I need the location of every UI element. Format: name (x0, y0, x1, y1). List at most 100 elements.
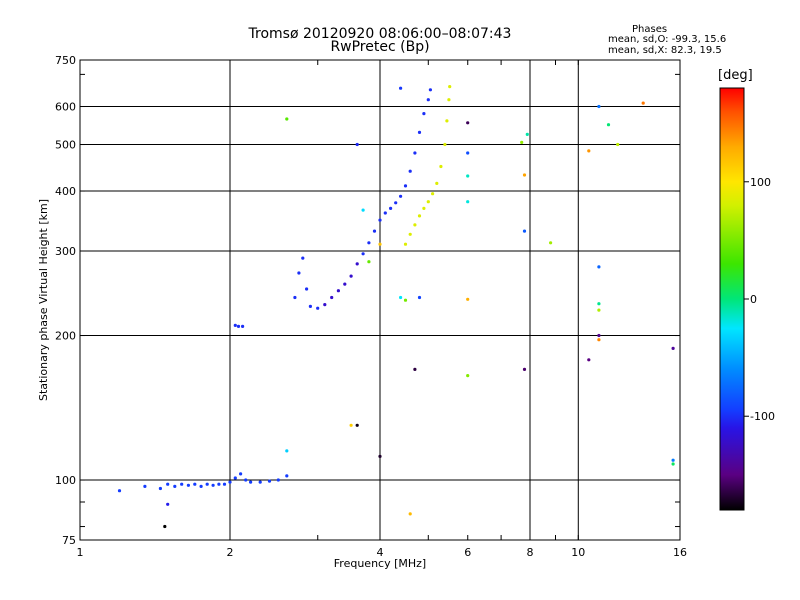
y-tick-label: 300 (55, 245, 76, 258)
data-point (597, 338, 601, 342)
data-point (241, 324, 245, 328)
data-point (520, 140, 524, 144)
colorbar-tick-label: 0 (750, 293, 757, 306)
data-point (597, 104, 601, 109)
data-point (336, 289, 340, 293)
data-point (228, 480, 232, 484)
data-point (222, 482, 227, 486)
data-point (367, 260, 371, 264)
data-point (394, 201, 398, 205)
data-point (435, 181, 439, 185)
data-point (616, 142, 620, 147)
data-point (439, 164, 443, 169)
x-axis-label: Frequency [MHz] (333, 557, 427, 570)
colorbar-tick-label: -100 (750, 410, 775, 423)
data-point (355, 423, 359, 427)
phases-heading: Phases (632, 24, 668, 35)
x-tick-label: 10 (571, 546, 585, 559)
data-point (587, 149, 591, 153)
data-point (349, 423, 353, 427)
data-point (193, 482, 197, 486)
data-point (522, 367, 527, 371)
data-point (378, 218, 382, 222)
data-point (413, 367, 417, 371)
data-point (205, 482, 209, 486)
data-point (330, 295, 334, 300)
x-tick-label: 2 (227, 546, 234, 559)
data-point (301, 256, 305, 260)
data-point (466, 374, 470, 378)
data-point (305, 287, 309, 291)
data-point (413, 151, 417, 155)
data-point (399, 194, 403, 198)
y-tick-label: 400 (55, 185, 76, 198)
data-point (448, 85, 452, 89)
data-point (361, 208, 365, 212)
colorbar (719, 87, 745, 511)
data-point (408, 232, 412, 236)
data-point (308, 304, 312, 308)
data-point (445, 119, 449, 123)
data-point (417, 130, 422, 134)
data-point (199, 484, 203, 488)
data-point (606, 123, 611, 127)
data-point (466, 151, 470, 155)
data-point (466, 121, 470, 125)
data-point (417, 214, 422, 218)
data-point (422, 206, 426, 210)
data-point (276, 478, 280, 482)
data-point (186, 483, 190, 487)
y-tick-label: 600 (55, 101, 76, 114)
data-point (413, 223, 417, 227)
colorbar-tick-label: 100 (750, 176, 771, 189)
data-point (671, 458, 675, 462)
data-point (378, 242, 382, 246)
data-point (285, 474, 289, 478)
x-tick-label: 8 (527, 546, 534, 559)
data-point (239, 472, 243, 476)
data-point (173, 484, 177, 488)
data-point (343, 282, 347, 286)
colorbar-label: [deg] (718, 68, 753, 83)
data-point (403, 184, 408, 188)
data-point (316, 306, 320, 310)
data-point (466, 174, 470, 178)
data-point (258, 480, 262, 484)
data-point (399, 86, 403, 90)
data-point (426, 98, 430, 102)
data-point (403, 298, 408, 302)
data-point (293, 295, 297, 300)
data-point (367, 241, 371, 245)
data-point (422, 112, 426, 116)
chart-title-line-2: RwPretec (Bp) (330, 39, 430, 55)
data-point (443, 142, 447, 147)
phases-x-stats: mean, sd,X: 82.3, 19.5 (608, 45, 722, 56)
data-point (428, 88, 432, 92)
data-point (349, 274, 353, 278)
data-point (355, 262, 359, 266)
data-point (244, 478, 248, 482)
y-tick-label: 500 (55, 139, 76, 152)
data-point (597, 265, 601, 269)
data-point (522, 229, 527, 233)
data-point (671, 346, 675, 350)
data-point (389, 206, 393, 210)
data-point (522, 173, 527, 177)
data-point (249, 480, 253, 484)
phases-o-stats: mean, sd,O: -99.3, 15.6 (608, 34, 727, 45)
data-point (597, 308, 601, 312)
data-point (426, 200, 430, 204)
data-point (525, 132, 529, 136)
data-point (587, 358, 591, 362)
data-point (361, 252, 365, 256)
data-point (267, 479, 272, 483)
data-point (399, 295, 403, 300)
data-point (447, 98, 451, 102)
data-point (408, 169, 412, 173)
data-point (297, 271, 301, 275)
data-point (233, 323, 237, 327)
data-point (285, 117, 289, 121)
data-point (671, 462, 675, 466)
data-point (285, 449, 289, 453)
chart-title-line-1: Tromsø 20120920 08:06:00–08:07:43 (248, 26, 512, 42)
